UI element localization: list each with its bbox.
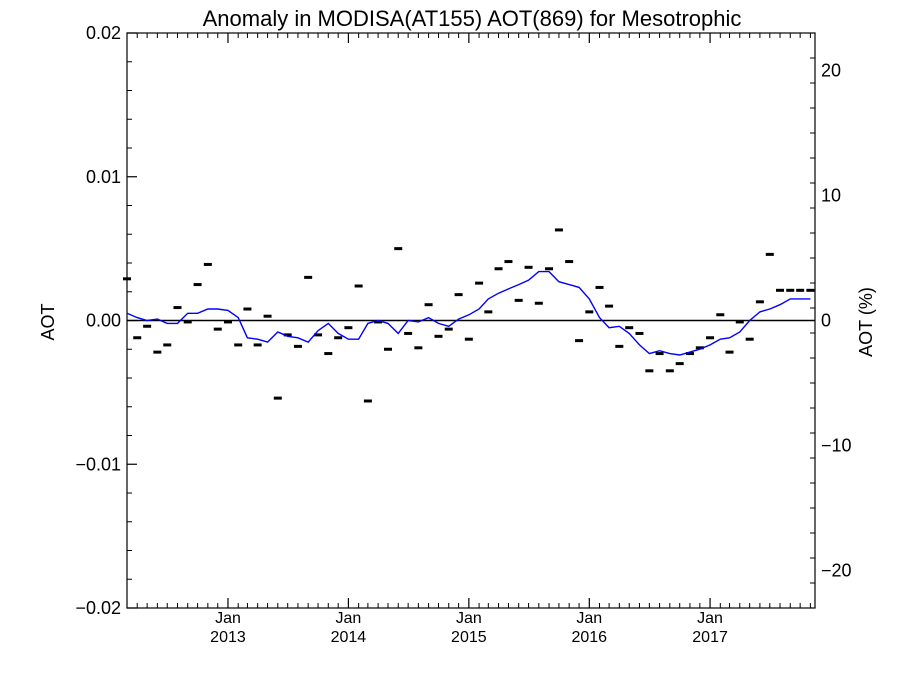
data-point xyxy=(635,331,644,335)
data-point xyxy=(414,346,423,350)
data-point xyxy=(514,298,523,302)
data-point xyxy=(314,333,323,337)
x-tick-label-year: 2016 xyxy=(571,629,607,646)
data-point xyxy=(484,310,493,314)
data-point xyxy=(363,399,372,403)
data-point xyxy=(123,277,131,281)
data-point xyxy=(765,252,774,256)
data-point xyxy=(625,326,634,330)
data-point xyxy=(273,396,282,400)
data-point xyxy=(394,247,403,251)
data-point xyxy=(424,303,433,307)
data-point xyxy=(725,350,734,354)
data-point xyxy=(163,343,172,347)
data-point xyxy=(645,369,654,373)
data-point xyxy=(575,339,584,343)
y-tick-label: 0.02 xyxy=(86,23,121,43)
data-point xyxy=(745,337,754,341)
data-point xyxy=(324,352,333,356)
data-point xyxy=(153,350,162,354)
axis-ticks: −0.02 −0.01 0.00 0.01 0.02 −20 −10 0 10 20 Jan 2013… xyxy=(75,23,851,646)
data-point xyxy=(806,288,815,292)
y2-axis-label: AOT (%) xyxy=(856,287,876,357)
x-tick-label-year: 2013 xyxy=(210,629,246,646)
y-tick-label: −0.02 xyxy=(75,598,121,618)
data-point xyxy=(334,336,343,340)
data-point xyxy=(796,288,805,292)
data-point xyxy=(243,307,252,311)
data-point xyxy=(716,313,725,317)
data-point xyxy=(675,362,684,366)
y-tick-label: 0.00 xyxy=(86,311,121,331)
data-point xyxy=(263,314,272,318)
chart-title: Anomaly in MODISA(AT155) AOT(869) for Me… xyxy=(203,6,742,31)
data-point xyxy=(404,331,413,335)
data-point xyxy=(615,344,624,348)
data-point xyxy=(786,288,795,292)
data-point xyxy=(293,344,302,348)
data-point xyxy=(475,281,484,285)
data-point xyxy=(173,306,182,310)
x-tick-label-month: Jan xyxy=(456,610,482,627)
data-point xyxy=(203,262,212,266)
data-point xyxy=(253,343,262,347)
data-point xyxy=(283,333,292,337)
data-point xyxy=(183,320,192,324)
x-tick-label-year: 2017 xyxy=(692,629,728,646)
data-point xyxy=(434,334,443,338)
data-point xyxy=(706,336,715,340)
data-point xyxy=(655,352,664,356)
data-point xyxy=(685,352,694,356)
data-point xyxy=(444,327,453,331)
series-layer xyxy=(123,228,815,403)
data-point xyxy=(545,267,554,271)
data-point xyxy=(776,288,785,292)
data-point xyxy=(304,275,313,279)
data-point xyxy=(565,260,574,264)
data-point xyxy=(605,304,614,308)
y-axis-label: AOT xyxy=(38,303,58,340)
data-point xyxy=(464,337,473,341)
data-point xyxy=(595,285,604,289)
data-point xyxy=(344,326,353,330)
data-point xyxy=(554,228,563,232)
data-point xyxy=(133,336,142,340)
x-tick-label-year: 2014 xyxy=(331,629,367,646)
data-point xyxy=(735,320,744,324)
y2-tick-label: 20 xyxy=(821,61,841,81)
data-point xyxy=(234,343,243,347)
data-point xyxy=(354,284,363,288)
running-mean-line xyxy=(126,270,811,356)
y2-tick-label: 10 xyxy=(821,186,841,206)
data-point xyxy=(223,320,232,324)
x-tick-label-year: 2015 xyxy=(451,629,487,646)
x-tick-label-month: Jan xyxy=(697,610,723,627)
data-point xyxy=(384,347,393,351)
x-tick-label-month: Jan xyxy=(576,610,602,627)
y-tick-label: −0.01 xyxy=(75,454,121,474)
data-point xyxy=(755,300,764,304)
data-point xyxy=(665,369,674,373)
data-point xyxy=(585,310,594,314)
data-point xyxy=(454,293,463,297)
y2-tick-label: 0 xyxy=(821,311,831,331)
x-tick-label-month: Jan xyxy=(215,610,241,627)
data-point xyxy=(504,260,513,264)
data-point xyxy=(143,324,152,328)
data-point xyxy=(193,283,202,287)
y-tick-label: 0.01 xyxy=(86,167,121,187)
data-point xyxy=(374,320,383,324)
data-point xyxy=(494,267,503,271)
y2-tick-label: −10 xyxy=(821,436,852,456)
x-tick-label-month: Jan xyxy=(336,610,362,627)
data-point xyxy=(534,301,543,305)
data-point xyxy=(524,265,533,269)
data-point xyxy=(695,346,704,350)
y2-tick-label: −20 xyxy=(821,561,852,581)
data-point xyxy=(213,327,222,331)
